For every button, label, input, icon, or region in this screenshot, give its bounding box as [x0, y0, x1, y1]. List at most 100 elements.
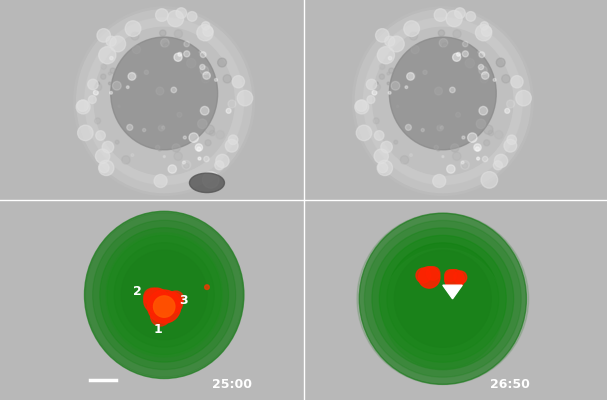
Circle shape: [109, 82, 111, 85]
Circle shape: [125, 21, 141, 36]
Circle shape: [173, 122, 180, 128]
Circle shape: [197, 147, 201, 151]
Ellipse shape: [357, 213, 529, 385]
Circle shape: [202, 75, 209, 83]
Circle shape: [478, 64, 484, 70]
Circle shape: [481, 172, 498, 188]
Circle shape: [374, 149, 388, 163]
Circle shape: [396, 111, 405, 120]
Circle shape: [376, 29, 389, 42]
Circle shape: [102, 141, 114, 153]
Circle shape: [132, 46, 141, 54]
Circle shape: [450, 144, 459, 152]
Circle shape: [502, 75, 510, 83]
Circle shape: [464, 123, 473, 132]
Circle shape: [388, 36, 404, 52]
Circle shape: [476, 157, 480, 160]
Circle shape: [435, 116, 444, 125]
Circle shape: [168, 10, 183, 27]
Circle shape: [388, 92, 391, 94]
Circle shape: [154, 296, 175, 317]
Circle shape: [216, 130, 225, 139]
Circle shape: [442, 126, 450, 134]
Circle shape: [454, 271, 467, 284]
Ellipse shape: [93, 220, 236, 370]
Circle shape: [110, 56, 113, 60]
Circle shape: [156, 87, 164, 95]
Ellipse shape: [373, 27, 513, 175]
Circle shape: [405, 124, 412, 130]
Circle shape: [121, 72, 126, 78]
Circle shape: [182, 160, 191, 169]
Circle shape: [378, 47, 395, 64]
Circle shape: [174, 30, 183, 38]
Circle shape: [187, 12, 197, 21]
Circle shape: [95, 118, 101, 124]
Circle shape: [372, 90, 377, 95]
Circle shape: [379, 64, 385, 69]
Circle shape: [378, 163, 388, 173]
Circle shape: [197, 24, 213, 41]
Circle shape: [450, 87, 455, 93]
Circle shape: [110, 68, 115, 73]
Circle shape: [418, 267, 440, 288]
Circle shape: [163, 43, 169, 48]
Circle shape: [427, 51, 430, 54]
Circle shape: [481, 72, 489, 79]
Circle shape: [453, 53, 461, 61]
Circle shape: [452, 122, 458, 128]
Circle shape: [131, 32, 139, 40]
Circle shape: [438, 30, 445, 36]
Circle shape: [421, 128, 424, 132]
Text: 1: 1: [154, 324, 163, 336]
Circle shape: [162, 126, 165, 129]
Circle shape: [479, 106, 487, 115]
Circle shape: [479, 52, 484, 58]
Circle shape: [225, 139, 238, 152]
Circle shape: [205, 125, 214, 134]
Circle shape: [155, 9, 168, 21]
Circle shape: [478, 50, 481, 53]
Circle shape: [160, 30, 166, 36]
Circle shape: [99, 163, 109, 173]
Circle shape: [445, 270, 456, 281]
Circle shape: [381, 141, 392, 153]
Circle shape: [504, 139, 517, 152]
Circle shape: [356, 100, 367, 112]
Circle shape: [163, 156, 165, 158]
Circle shape: [183, 161, 186, 164]
Circle shape: [411, 78, 416, 83]
Circle shape: [484, 125, 493, 134]
Circle shape: [437, 148, 440, 151]
Circle shape: [98, 160, 114, 176]
Circle shape: [195, 144, 203, 151]
Circle shape: [473, 107, 477, 111]
Circle shape: [407, 73, 415, 80]
Circle shape: [95, 84, 102, 91]
Circle shape: [118, 105, 120, 108]
Circle shape: [215, 161, 224, 170]
Circle shape: [174, 152, 182, 160]
Circle shape: [122, 120, 127, 124]
Circle shape: [106, 36, 116, 46]
Circle shape: [480, 22, 489, 30]
Circle shape: [447, 165, 455, 173]
Circle shape: [387, 72, 390, 75]
Circle shape: [441, 126, 444, 129]
Circle shape: [205, 285, 209, 290]
Ellipse shape: [86, 213, 243, 377]
Circle shape: [203, 172, 219, 188]
Ellipse shape: [359, 213, 526, 384]
Circle shape: [101, 64, 106, 69]
Circle shape: [404, 21, 419, 36]
Circle shape: [507, 135, 517, 144]
Circle shape: [203, 72, 210, 79]
Circle shape: [388, 56, 392, 60]
Polygon shape: [443, 285, 463, 299]
Circle shape: [445, 270, 464, 289]
Text: 25:00: 25:00: [212, 378, 252, 391]
Circle shape: [410, 100, 417, 106]
Circle shape: [200, 106, 209, 115]
Circle shape: [184, 51, 190, 57]
Circle shape: [174, 53, 182, 61]
